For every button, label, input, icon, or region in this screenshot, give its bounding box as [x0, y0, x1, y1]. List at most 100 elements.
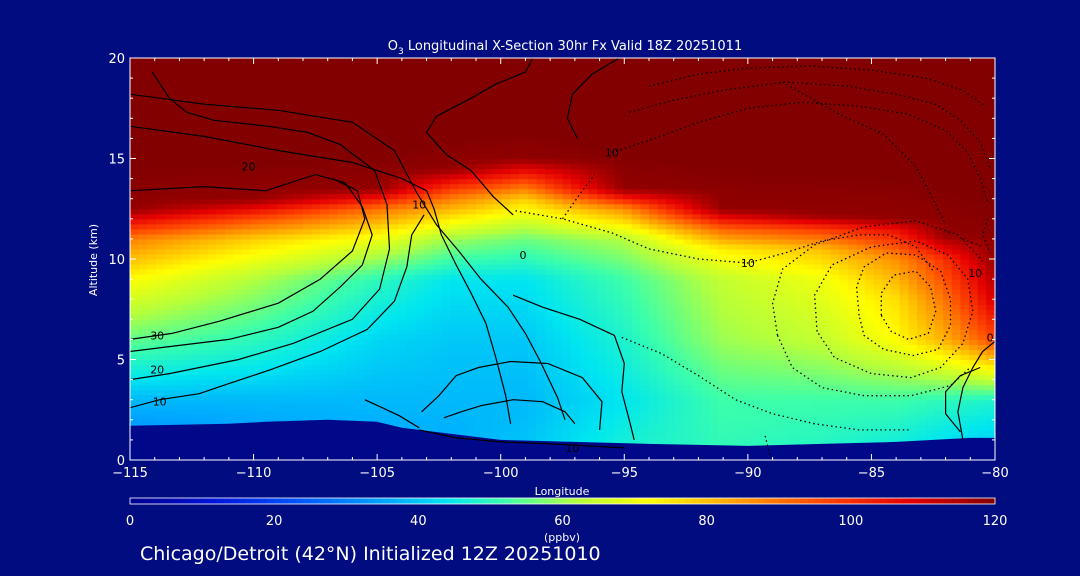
field-cell — [320, 344, 330, 350]
field-cell — [527, 218, 538, 225]
field-cell — [562, 414, 572, 421]
field-cell — [164, 369, 174, 376]
field-cell — [458, 113, 468, 119]
field-cell — [199, 324, 209, 330]
field-cell — [164, 148, 174, 154]
field-cell — [519, 274, 529, 280]
field-cell — [623, 389, 633, 396]
field-cell — [233, 329, 243, 335]
field-cell — [346, 259, 356, 265]
field-cell — [484, 264, 494, 270]
field-cell — [303, 178, 313, 185]
field-cell — [649, 158, 659, 165]
field-cell — [303, 233, 313, 240]
field-cell — [545, 284, 555, 290]
field-cell — [380, 138, 390, 144]
field-cell — [363, 354, 373, 361]
field-cell — [311, 98, 321, 104]
field-cell — [398, 344, 408, 350]
field-cell — [311, 264, 321, 270]
field-cell — [631, 414, 641, 421]
field-cell — [380, 259, 390, 265]
field-cell — [553, 399, 563, 406]
field-cell — [484, 148, 494, 154]
field-cell — [545, 208, 555, 215]
field-cell — [501, 364, 512, 371]
field-cell — [605, 128, 615, 134]
field-cell — [181, 379, 192, 386]
field-cell — [268, 98, 278, 104]
field-cell — [199, 228, 209, 235]
field-cell — [623, 68, 633, 74]
field-cell — [147, 419, 157, 426]
field-cell — [649, 299, 659, 305]
field-cell — [389, 284, 399, 290]
field-cell — [251, 314, 261, 320]
field-cell — [164, 379, 174, 386]
field-cell — [259, 319, 269, 325]
field-cell — [415, 233, 425, 240]
field-cell — [155, 414, 166, 421]
field-cell — [415, 284, 425, 290]
field-cell — [372, 269, 382, 275]
field-cell — [527, 414, 538, 421]
field-cell — [623, 218, 633, 225]
field-cell — [458, 58, 468, 64]
field-cell — [631, 264, 641, 270]
field-cell — [138, 274, 148, 280]
field-cell — [337, 88, 347, 94]
field-cell — [173, 148, 183, 154]
field-cell — [242, 339, 252, 345]
field-cell — [138, 193, 148, 200]
field-cell — [450, 248, 460, 255]
field-cell — [588, 424, 598, 431]
field-cell — [173, 138, 183, 144]
field-cell — [579, 279, 589, 285]
field-cell — [476, 103, 486, 109]
field-cell — [501, 274, 512, 280]
field-cell — [242, 309, 252, 315]
field-cell — [501, 158, 512, 165]
field-cell — [277, 259, 287, 265]
field-cell — [207, 178, 217, 185]
field-cell — [588, 324, 598, 330]
field-cell — [251, 173, 261, 180]
field-cell — [138, 394, 148, 401]
field-cell — [553, 193, 563, 200]
field-cell — [562, 213, 572, 220]
field-cell — [467, 88, 477, 94]
field-cell — [363, 58, 373, 64]
field-cell — [328, 314, 339, 320]
field-cell — [562, 73, 572, 79]
field-cell — [164, 404, 174, 411]
field-cell — [277, 304, 287, 310]
field-cell — [415, 384, 425, 391]
field-cell — [527, 68, 538, 74]
field-cell — [588, 434, 598, 441]
field-cell — [181, 254, 192, 260]
field-cell — [631, 284, 641, 290]
field-cell — [562, 133, 572, 139]
field-cell — [207, 384, 217, 391]
field-cell — [337, 379, 347, 386]
field-cell — [389, 414, 399, 421]
field-cell — [130, 304, 140, 310]
field-cell — [493, 339, 503, 345]
field-cell — [484, 178, 494, 185]
field-cell — [545, 334, 555, 340]
field-cell — [380, 93, 390, 99]
chart-title: O3 Longitudinal X-Section 30hr Fx Valid … — [388, 39, 742, 57]
field-cell — [441, 339, 451, 345]
field-cell — [450, 369, 460, 376]
field-cell — [233, 274, 243, 280]
field-cell — [406, 228, 416, 235]
field-cell — [164, 269, 174, 275]
field-cell — [164, 63, 174, 69]
field-cell — [346, 414, 356, 421]
field-cell — [527, 178, 538, 185]
field-cell — [380, 98, 390, 104]
field-cell — [138, 399, 148, 406]
field-cell — [181, 128, 192, 134]
field-cell — [536, 133, 546, 139]
field-cell — [199, 148, 209, 154]
